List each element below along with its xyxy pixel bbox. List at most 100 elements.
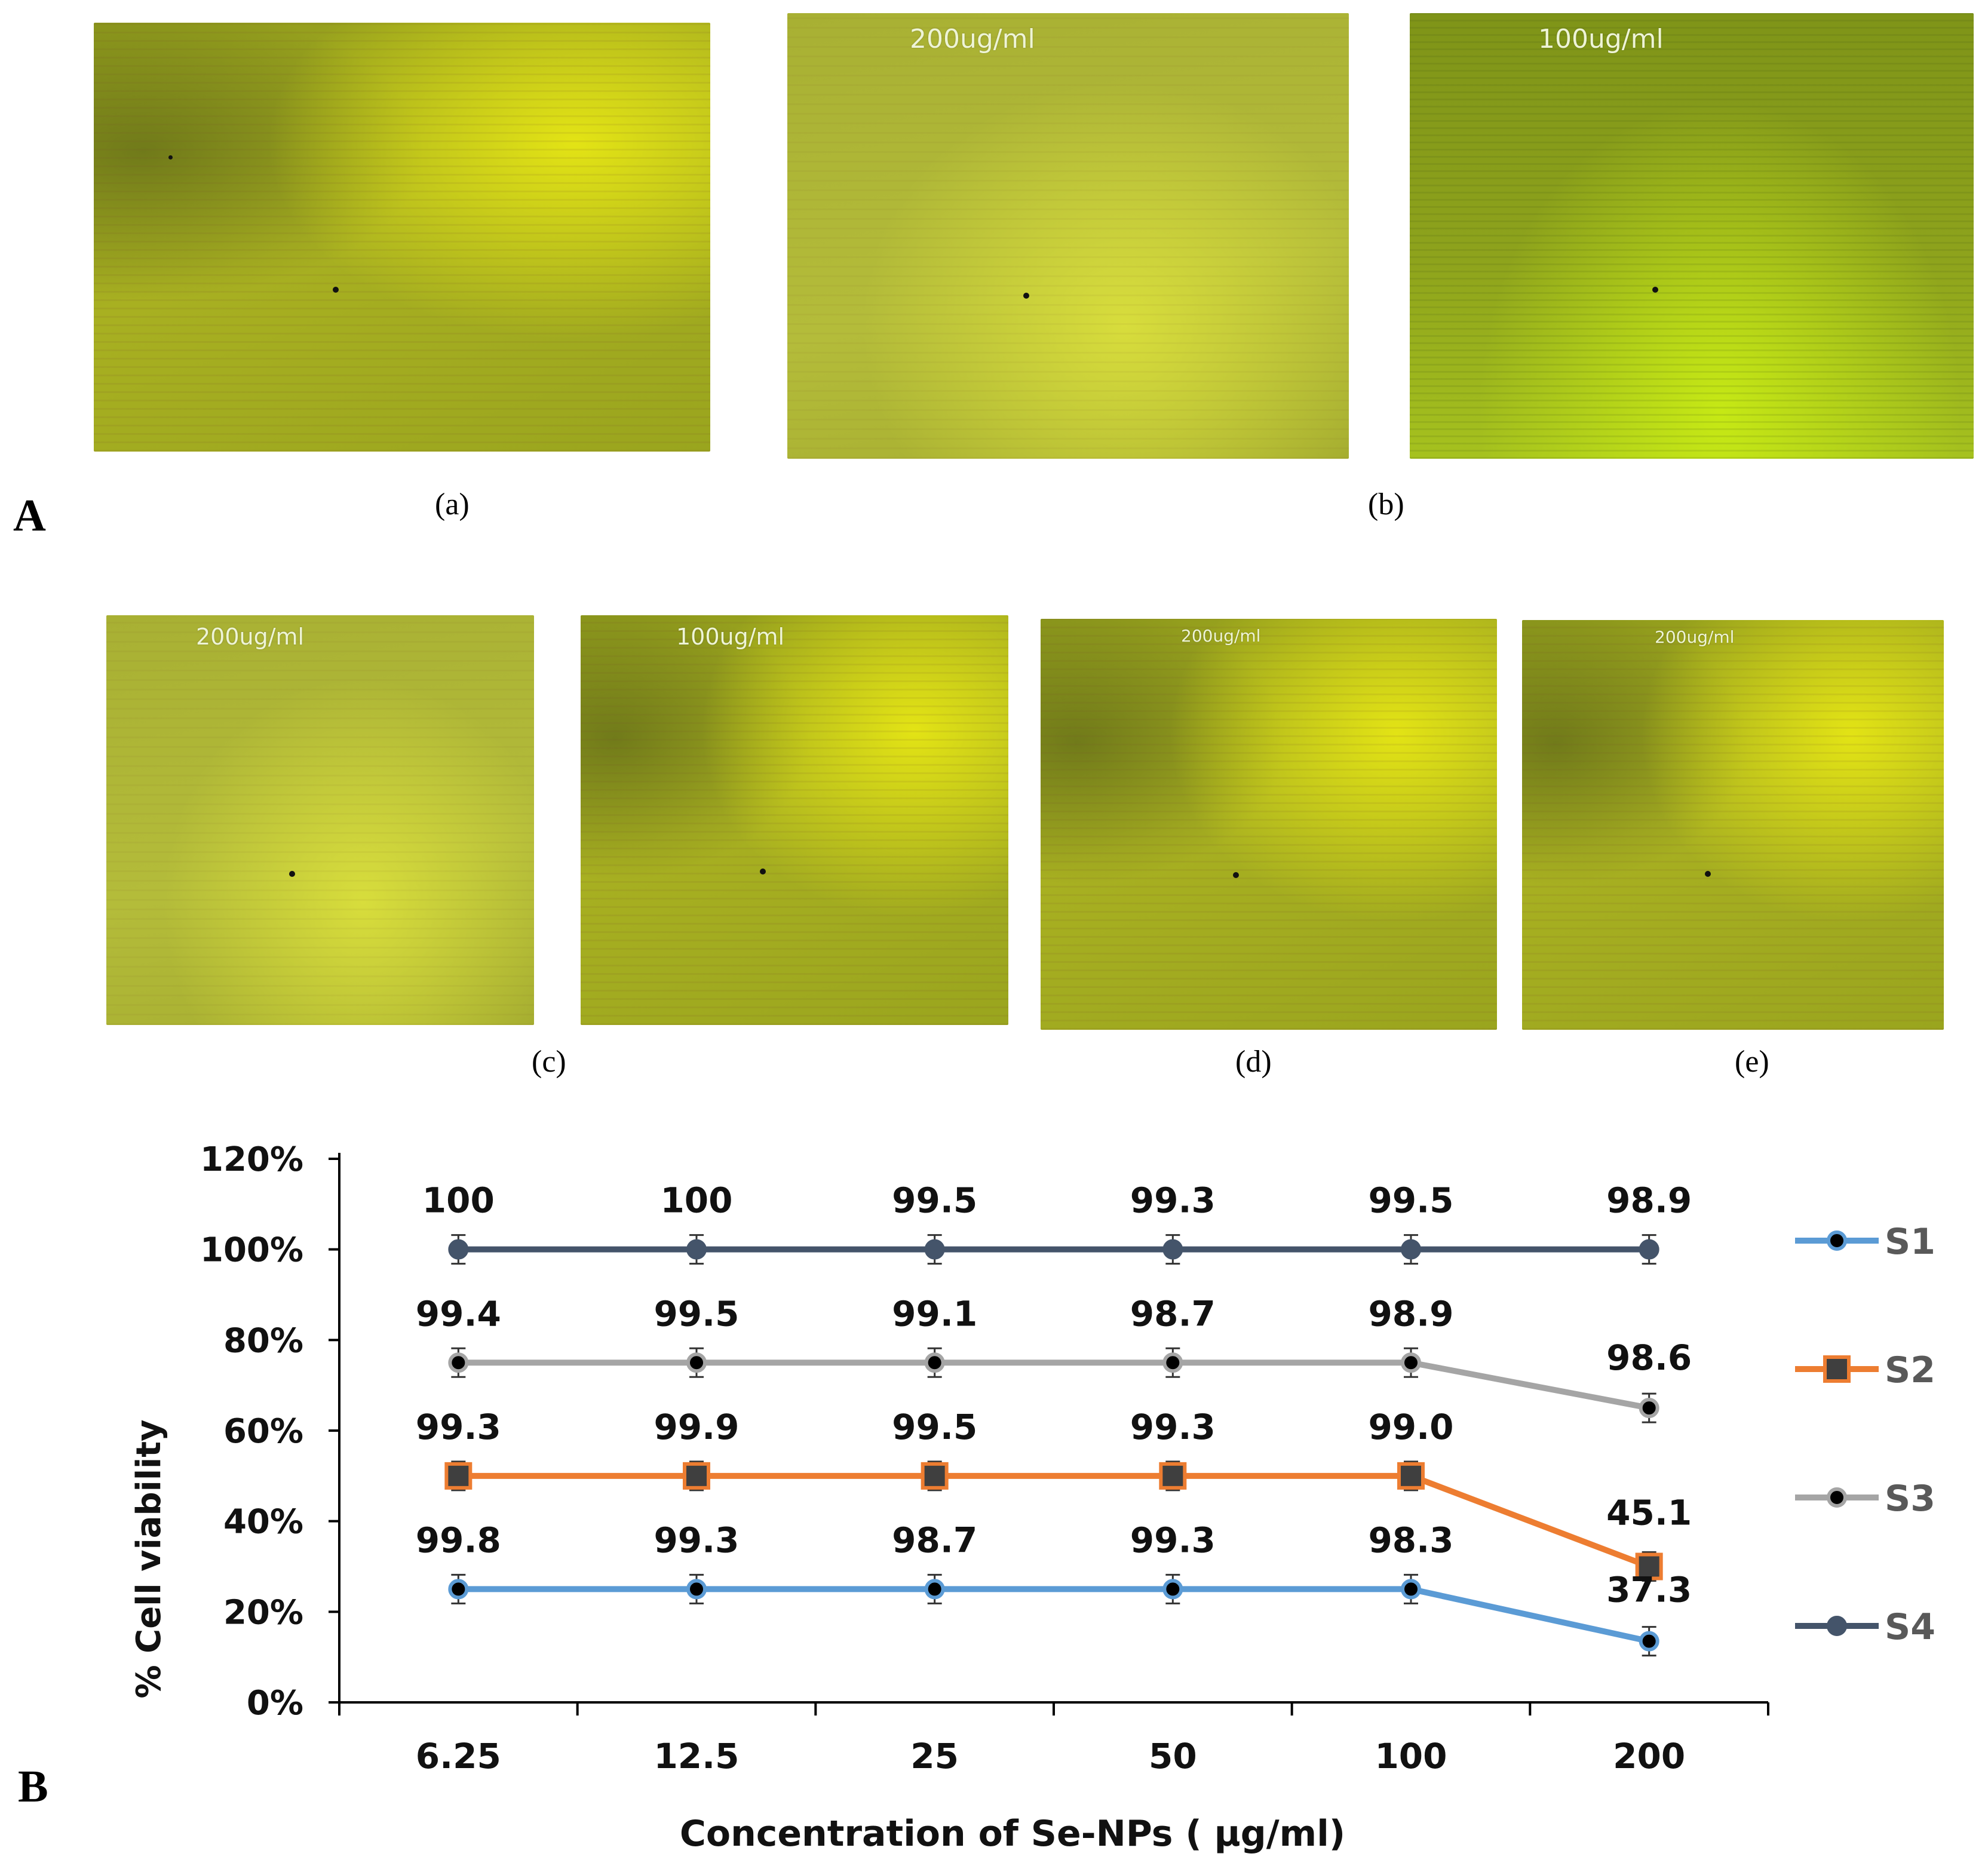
data-point-s4 (686, 1239, 707, 1260)
debris-dot (333, 287, 339, 293)
micrograph-b-200: 200ug/ml (787, 13, 1349, 459)
data-label-s2: 99.5 (892, 1407, 977, 1447)
caption-c: (c) (532, 1045, 566, 1079)
x-tick-label: 200 (1613, 1736, 1685, 1776)
chart-series (444, 1234, 1663, 1657)
data-point-s3 (686, 1352, 707, 1373)
data-label-s4: 100 (422, 1180, 495, 1221)
y-tick-label: 40% (223, 1503, 303, 1542)
y-tick-label: 100% (200, 1231, 303, 1270)
legend-marker-s4 (1827, 1616, 1847, 1636)
data-label-s4: 99.5 (1368, 1180, 1453, 1221)
micrograph-a (94, 23, 710, 452)
legend-marker-s3 (1827, 1487, 1847, 1508)
micrograph-label: 200ug/ml (910, 24, 1035, 54)
debris-dot (760, 869, 766, 874)
x-tick-label: 12.5 (654, 1736, 739, 1776)
data-point-s4 (1639, 1239, 1659, 1260)
data-point-s3 (448, 1352, 469, 1373)
data-point-s2 (1397, 1462, 1425, 1490)
data-label-s1: 98.3 (1368, 1520, 1453, 1560)
data-label-s3: 98.7 (1130, 1293, 1216, 1334)
data-point-s2 (1159, 1462, 1187, 1490)
micrograph-label: 200ug/ml (1655, 627, 1735, 647)
caption-e: (e) (1735, 1045, 1769, 1079)
data-label-s4: 99.5 (892, 1180, 977, 1221)
data-label-s1: 99.8 (416, 1520, 501, 1560)
data-point-s4 (1162, 1239, 1183, 1260)
series-line-s2 (458, 1472, 1650, 1570)
data-point-s1 (448, 1579, 469, 1600)
micrograph-b-100: 100ug/ml (1410, 13, 1974, 459)
legend-marker-s2 (1823, 1355, 1851, 1383)
debris-dot (1705, 871, 1711, 877)
series-line-s3 (458, 1360, 1650, 1411)
debris-dot (1233, 872, 1239, 878)
debris-dot (289, 871, 295, 877)
data-label-s1: 99.3 (1130, 1520, 1216, 1560)
data-point-s3 (1401, 1352, 1421, 1373)
data-point-s1 (1639, 1631, 1659, 1652)
x-tick-label: 100 (1375, 1736, 1447, 1776)
data-label-s3: 99.1 (892, 1293, 977, 1334)
chart-data-labels: 99.8 99.3 98.7 99.3 98.3 37.3 99.3 99.9 99.5 99.3… (416, 1180, 1692, 1610)
legend-label-s1: S1 (1885, 1221, 1935, 1263)
caption-d: (d) (1235, 1045, 1272, 1079)
data-point-s1 (1162, 1579, 1183, 1600)
y-tick-label: 60% (223, 1412, 303, 1451)
data-point-s4 (1401, 1239, 1421, 1260)
data-label-s1: 98.7 (892, 1520, 977, 1560)
data-point-s3 (924, 1352, 945, 1373)
data-point-s3 (1639, 1398, 1659, 1419)
data-label-s2: 99.3 (416, 1407, 501, 1447)
data-point-s4 (448, 1239, 469, 1260)
y-axis-label: % Cell viability (130, 1419, 168, 1698)
x-axis-label: Concentration of Se-NPs ( µg/ml) (680, 1813, 1345, 1855)
data-label-s4: 98.9 (1606, 1180, 1692, 1221)
data-label-s3: 99.4 (416, 1293, 501, 1334)
chart-ticks: 0% 20% 40% 60% 80% 100% 120% 6.25 12.5 25 50 100 200 (200, 1140, 1769, 1776)
data-point-s1 (686, 1579, 707, 1600)
legend-label-s2: S2 (1885, 1349, 1935, 1391)
panel-a-letter: A (13, 490, 46, 541)
debris-dot (168, 155, 173, 159)
data-label-s2: 45.1 (1606, 1493, 1692, 1533)
series-line-s1 (458, 1586, 1650, 1644)
data-label-s3: 98.9 (1368, 1293, 1453, 1334)
data-label-s1: 99.3 (654, 1520, 739, 1560)
legend-label-s3: S3 (1885, 1478, 1935, 1520)
data-point-s3 (1162, 1352, 1183, 1373)
micrograph-c-200: 200ug/ml (106, 615, 534, 1025)
data-label-s2: 99.3 (1130, 1407, 1216, 1447)
panel-b-letter: B (18, 1762, 48, 1812)
caption-b: (b) (1368, 487, 1404, 521)
micrograph-d-200: 200ug/ml (1041, 619, 1497, 1030)
data-point-s2 (683, 1462, 710, 1490)
data-point-s1 (1401, 1579, 1421, 1600)
cell-viability-chart: 0% 20% 40% 60% 80% 100% 120% 6.25 12.5 25 50 100 200… (130, 1140, 1935, 1855)
x-tick-label: 6.25 (416, 1736, 501, 1776)
data-point-s2 (1635, 1552, 1663, 1581)
y-tick-label: 20% (223, 1593, 303, 1632)
chart-legend: S1 S2 S3 S4 (1795, 1221, 1935, 1648)
x-tick-label: 25 (910, 1736, 959, 1776)
micrograph-label: 200ug/ml (196, 624, 305, 650)
caption-a: (a) (435, 487, 470, 521)
data-label-s3: 99.5 (654, 1293, 739, 1334)
x-tick-label: 50 (1149, 1736, 1197, 1776)
micrograph-label: 100ug/ml (676, 624, 785, 650)
y-tick-label: 0% (247, 1684, 303, 1723)
y-tick-label: 80% (223, 1321, 303, 1360)
debris-dot (1652, 287, 1658, 293)
data-label-s2: 99.9 (654, 1407, 739, 1447)
data-label-s4: 100 (660, 1180, 732, 1221)
y-tick-label: 120% (200, 1140, 303, 1179)
legend-marker-s1 (1827, 1230, 1847, 1251)
data-point-s2 (921, 1462, 949, 1490)
data-label-s3: 98.6 (1606, 1337, 1692, 1378)
data-point-s4 (924, 1239, 945, 1260)
legend-label-s4: S4 (1885, 1606, 1935, 1648)
data-point-s2 (444, 1462, 473, 1490)
debris-dot (1023, 293, 1029, 299)
data-label-s2: 99.0 (1368, 1407, 1453, 1447)
